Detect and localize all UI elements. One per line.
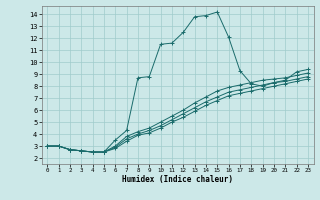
X-axis label: Humidex (Indice chaleur): Humidex (Indice chaleur) (122, 175, 233, 184)
